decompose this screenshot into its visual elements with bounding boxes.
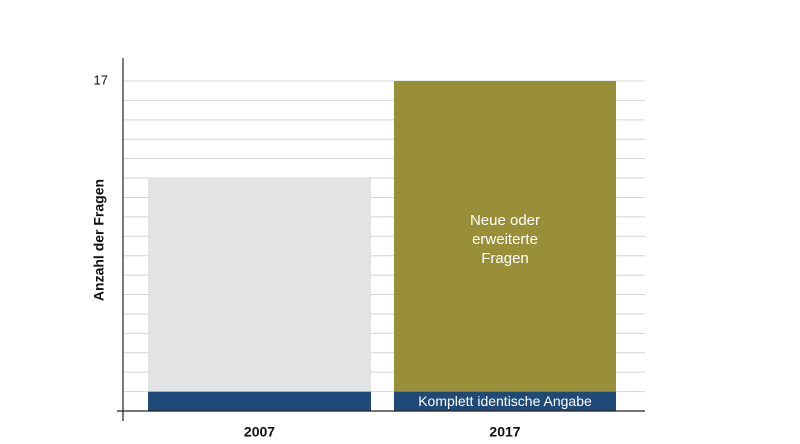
y-axis-label: Anzahl der Fragen [91,179,107,301]
bar-segment [394,81,616,392]
bar-segment [394,391,616,411]
segment-label: Neue oder erweiterte Fragen [469,212,541,267]
bar-segment [148,391,371,411]
x-tick-label: 2017 [489,424,520,440]
bar-segment [148,178,371,392]
y-tick-label: 17 [94,72,108,87]
x-tick-label: 2007 [244,424,275,440]
segment-label: Komplett identische Angabe [418,393,592,410]
